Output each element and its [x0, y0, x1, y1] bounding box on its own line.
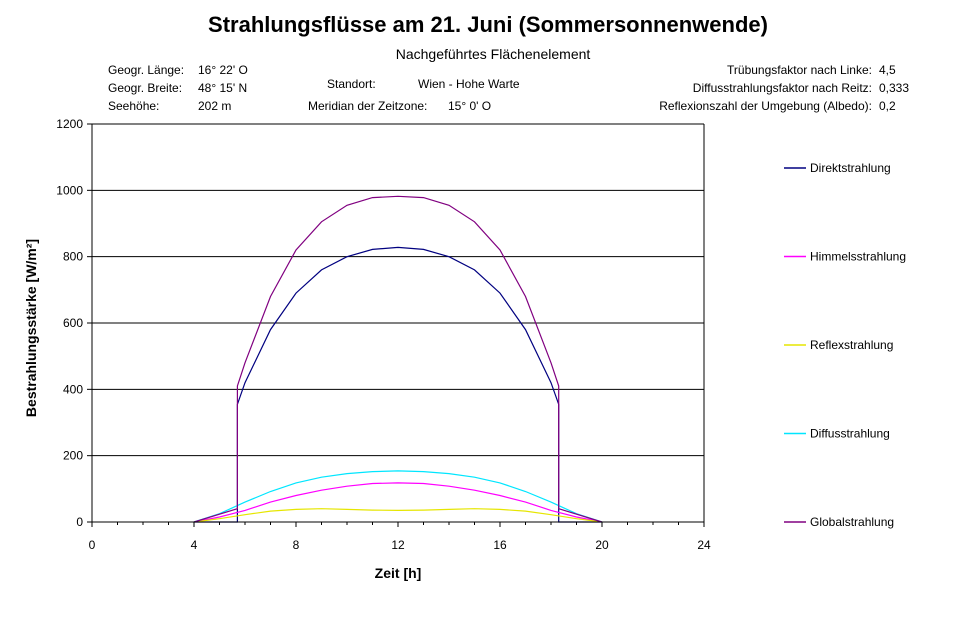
- standort-value: Wien - Hohe Warte: [418, 77, 520, 91]
- y-tick-label: 200: [63, 449, 83, 463]
- meridian-value: 15° 0' O: [448, 99, 492, 113]
- series-line-himmelsstrahlung: [193, 482, 603, 523]
- legend: Direktstrahlung Himmelsstrahlung Reflexstr…: [784, 161, 906, 529]
- y-tick-label: 1200: [56, 117, 83, 131]
- diffus-value: 0,333: [879, 81, 910, 95]
- seehoehe-label: Seehöhe:: [108, 99, 160, 113]
- albedo-value: 0,2: [879, 99, 896, 113]
- seehoehe-value: 202 m: [198, 99, 232, 113]
- grid-lines: [92, 123, 704, 457]
- x-tick-label: 24: [697, 538, 711, 552]
- breite-value: 48° 15' N: [198, 81, 248, 95]
- y-tick-label: 800: [63, 250, 83, 264]
- legend-label: Globalstrahlung: [810, 515, 894, 529]
- series-line-diffusstrahlung: [193, 470, 603, 523]
- chart-title: Strahlungsflüsse am 21. Juni (Sommersonn…: [208, 12, 768, 37]
- legend-label: Reflexstrahlung: [810, 338, 893, 352]
- x-axis-label: Zeit [h]: [375, 565, 422, 581]
- chart-subtitle: Nachgeführtes Flächenelement: [395, 46, 591, 62]
- diffus-label: Diffusstrahlungsfaktor nach Reitz:: [692, 81, 872, 95]
- laenge-value: 16° 22' O: [198, 63, 248, 77]
- legend-label: Direktstrahlung: [810, 161, 891, 175]
- x-tick-label: 12: [391, 538, 405, 552]
- y-tick-label: 1000: [56, 183, 83, 197]
- x-tick-label: 20: [595, 538, 609, 552]
- laenge-label: Geogr. Länge:: [108, 63, 185, 77]
- x-tick-label: 4: [191, 538, 198, 552]
- truebung-label: Trübungsfaktor nach Linke:: [727, 63, 872, 77]
- plot-area: [193, 195, 603, 523]
- y-tick-label: 400: [63, 382, 83, 396]
- y-axis-label: Bestrahlungsstärke [W/m²]: [23, 239, 39, 417]
- legend-label: Himmelsstrahlung: [810, 250, 906, 264]
- legend-label: Diffusstrahlung: [810, 427, 890, 441]
- standort-label: Standort:: [327, 77, 376, 91]
- x-tick-label: 0: [89, 538, 96, 552]
- x-tick-label: 16: [493, 538, 507, 552]
- y-tick-label: 0: [76, 515, 83, 529]
- series-line-globalstrahlung: [193, 195, 603, 523]
- series-line-reflexstrahlung: [193, 508, 603, 523]
- axes: 0 200 400 600 800 1000 1200 0 4 8 12 16 20 24: [56, 117, 711, 552]
- x-tick-label: 8: [293, 538, 300, 552]
- y-tick-label: 600: [63, 316, 83, 330]
- albedo-label: Reflexionszahl der Umgebung (Albedo):: [659, 99, 872, 113]
- series-line-direktstrahlung: [194, 246, 602, 523]
- truebung-value: 4,5: [879, 63, 896, 77]
- meridian-label: Meridian der Zeitzone:: [308, 99, 428, 113]
- breite-label: Geogr. Breite:: [108, 81, 183, 95]
